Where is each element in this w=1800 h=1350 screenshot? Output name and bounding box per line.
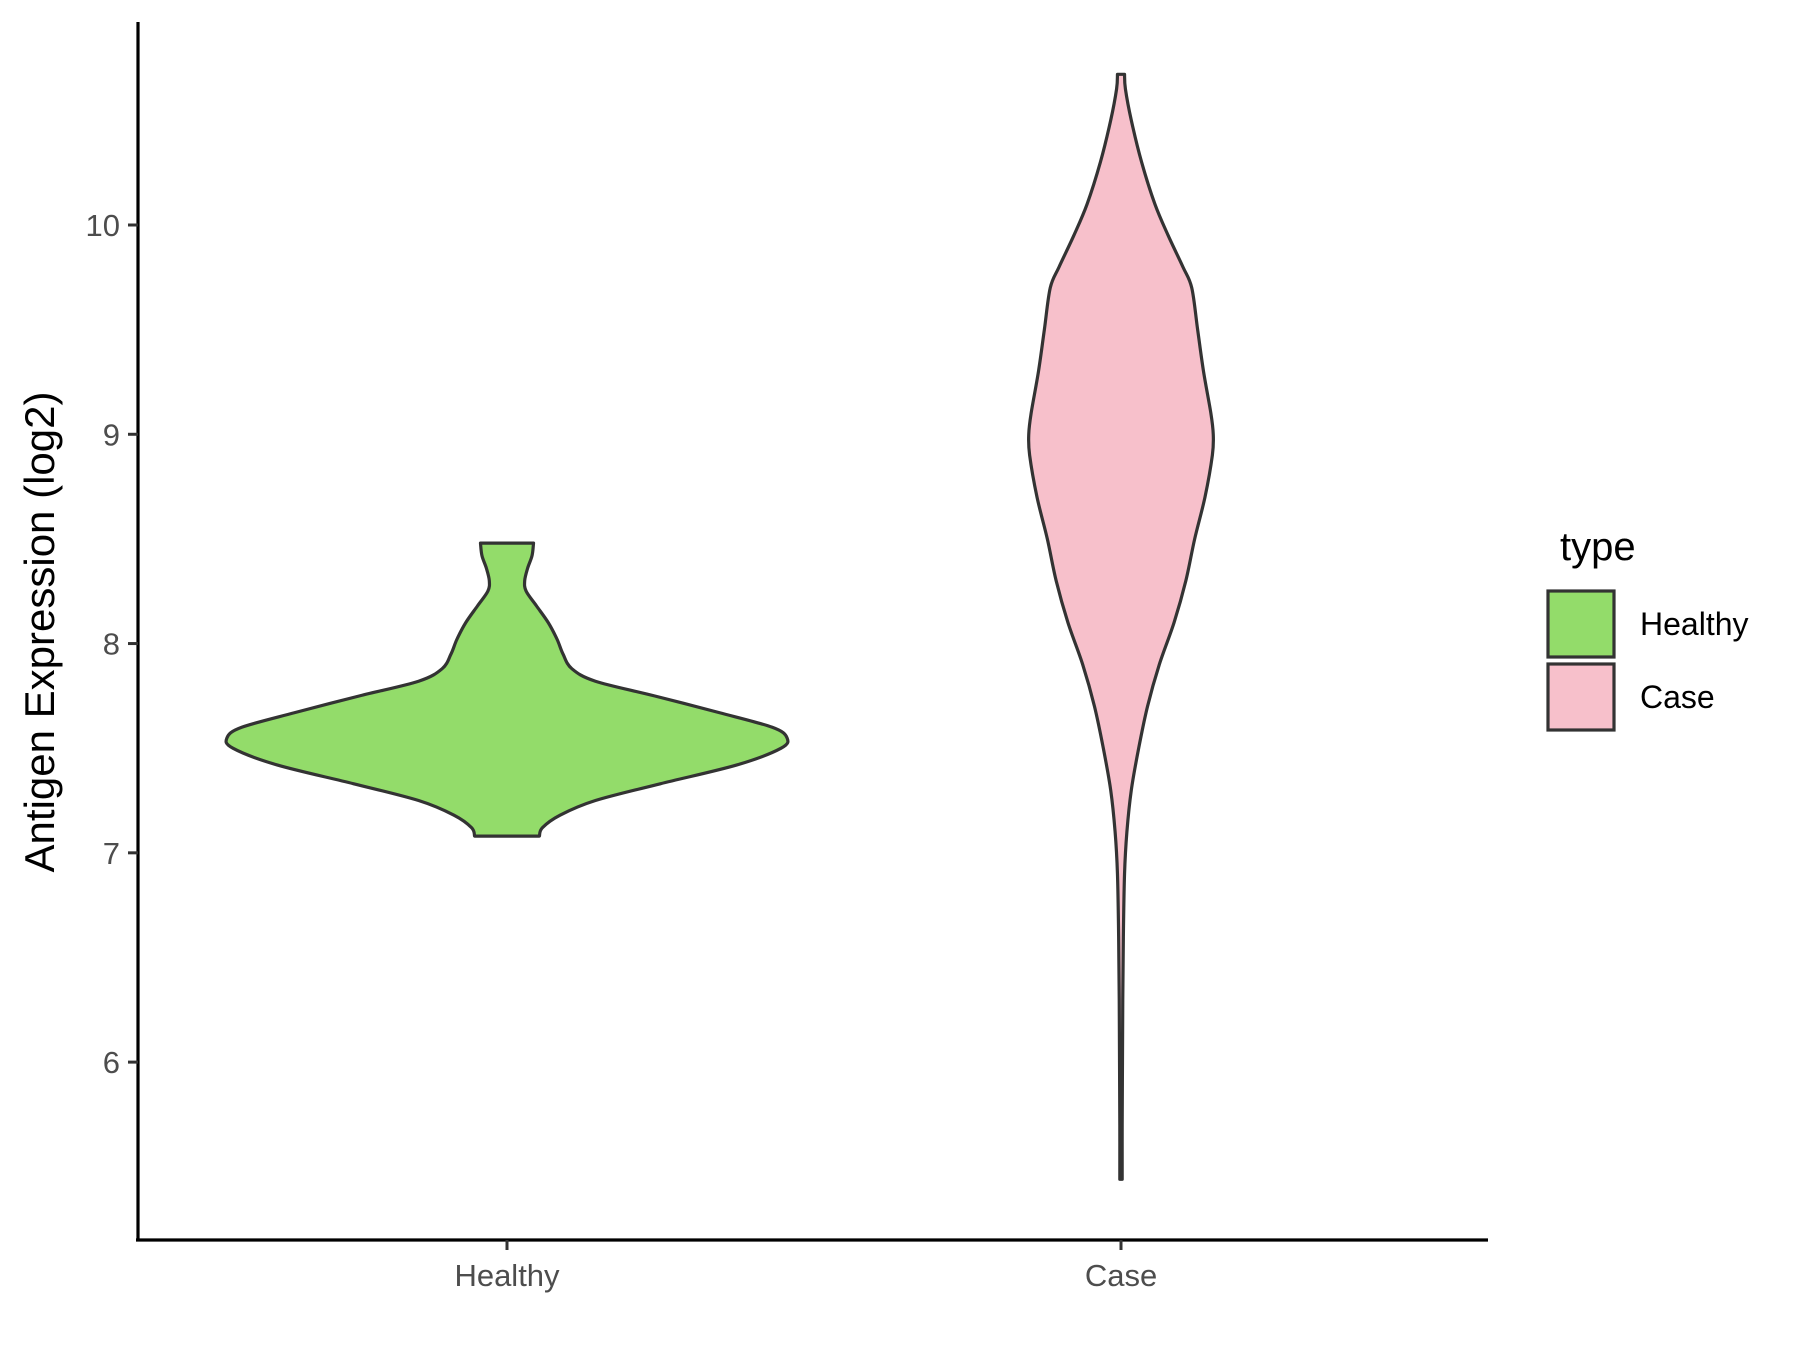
y-tick-label: 9 [103, 417, 120, 452]
y-axis-ticks: 6 7 8 9 10 [86, 208, 138, 1080]
y-axis-title: Antigen Expression (log2) [16, 392, 63, 873]
y-tick-label: 6 [103, 1045, 120, 1080]
legend-label-healthy: Healthy [1640, 606, 1749, 642]
x-axis-ticks: Healthy Case [454, 1240, 1157, 1293]
legend-swatch-case [1546, 662, 1616, 732]
legend: type Healthy Case [1546, 525, 1749, 732]
y-tick-label: 7 [103, 836, 120, 871]
legend-swatch-healthy [1546, 589, 1616, 659]
y-tick-label: 8 [103, 627, 120, 662]
x-tick-label-healthy: Healthy [454, 1258, 560, 1293]
y-tick-label: 10 [86, 208, 120, 243]
violins-layer [224, 72, 1216, 1181]
legend-title: type [1560, 525, 1636, 569]
violin-case [1026, 72, 1216, 1181]
legend-label-case: Case [1640, 679, 1715, 715]
violin-healthy [224, 541, 790, 838]
legend-items: Healthy Case [1546, 589, 1749, 732]
x-tick-label-case: Case [1085, 1258, 1157, 1293]
